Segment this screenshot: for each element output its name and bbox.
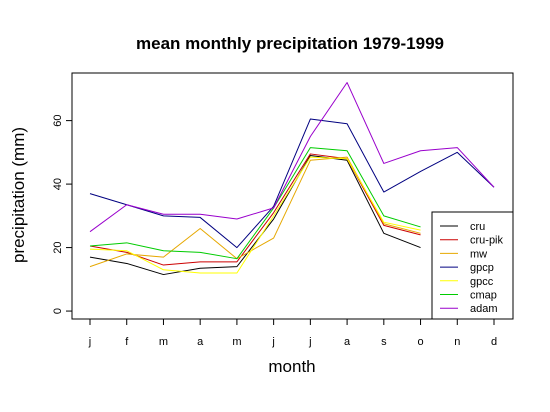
legend-label-adam: adam [470, 303, 498, 315]
x-tick-label: o [417, 336, 423, 348]
x-tick-label: a [344, 336, 351, 348]
series-line-mw [89, 156, 421, 268]
y-axis: 0 20 40 60 [52, 114, 72, 314]
x-tick-label: m [159, 336, 168, 348]
legend-label-mw: mw [470, 248, 487, 260]
series-layer [89, 82, 495, 276]
x-tick-label: s [381, 336, 387, 348]
x-tick-label: j [308, 336, 311, 348]
legend-label-cru-pik: cru-pik [470, 235, 504, 247]
series-line-adam [89, 82, 495, 233]
x-tick-label: j [271, 336, 274, 348]
legend-label-cmap: cmap [470, 290, 497, 302]
y-tick-label: 60 [52, 114, 64, 126]
x-axis-label: month [268, 357, 315, 376]
x-tick-label: n [454, 336, 460, 348]
x-tick-label: a [197, 336, 204, 348]
legend-label-gpcc: gpcc [470, 276, 494, 288]
x-tick-label: d [491, 336, 497, 348]
y-axis-label: precipitation (mm) [9, 127, 28, 263]
series-line-gpcp [89, 118, 495, 249]
series-line-cmap [89, 147, 421, 260]
x-tick-label: m [232, 336, 241, 348]
chart-title: mean monthly precipitation 1979-1999 [136, 34, 444, 53]
y-tick-label: 40 [52, 178, 64, 190]
legend-label-gpcp: gpcp [470, 262, 494, 274]
series-line-gpcc [89, 156, 421, 274]
x-tick-label: j [88, 336, 91, 348]
x-tick-label: f [125, 336, 129, 348]
y-tick-label: 0 [52, 308, 64, 314]
plot-area [71, 72, 514, 320]
y-tick-label: 20 [52, 241, 64, 253]
series-line-cru-pik [89, 153, 421, 266]
legend-label-cru: cru [470, 221, 485, 233]
series-line-cru [89, 155, 421, 276]
legend-box [431, 211, 514, 320]
